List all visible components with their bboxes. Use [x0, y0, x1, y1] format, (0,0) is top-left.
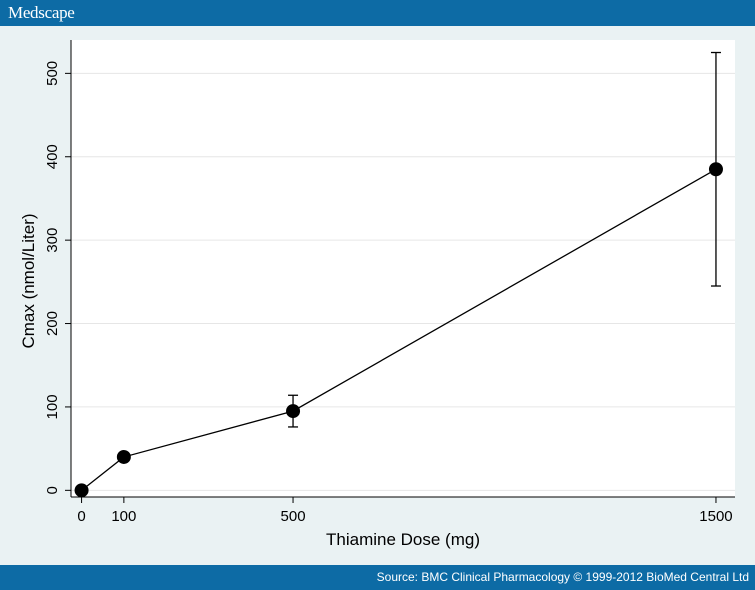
y-tick-label: 400: [44, 144, 61, 169]
y-tick-label: 200: [44, 311, 61, 336]
data-point: [116, 449, 131, 464]
x-tick-label: 1500: [699, 508, 732, 525]
series: [74, 51, 723, 498]
chart: 0 100 200 300 400 500 0 100 500 1500 Thiamine Dos…: [19, 40, 735, 549]
y-tick-label: 300: [44, 228, 61, 253]
x-tick-label: 500: [281, 508, 306, 525]
medscape-logo: Medscape: [8, 3, 75, 22]
header-bar: Medscape: [0, 0, 755, 26]
y-tick-label: 100: [44, 394, 61, 419]
series-line: [81, 168, 717, 491]
source-credit: Source: BMC Clinical Pharmacology © 1999…: [376, 570, 749, 584]
gridlines: [71, 72, 735, 491]
plot-area: [71, 40, 735, 497]
x-tick-label: 0: [77, 508, 85, 525]
data-point: [286, 404, 301, 419]
x-axis-label: Thiamine Dose (mg): [326, 530, 480, 549]
y-tick-label: 0: [44, 486, 61, 494]
y-tick-label: 500: [44, 61, 61, 86]
data-point: [74, 483, 89, 498]
x-tick-label: 100: [111, 508, 136, 525]
y-axis-label: Cmax (nmol/Liter): [19, 213, 38, 348]
footer-bar: Source: BMC Clinical Pharmacology © 1999…: [0, 565, 755, 590]
axes: 0 100 200 300 400 500 0 100 500 1500: [44, 40, 735, 525]
data-point: [708, 162, 723, 177]
